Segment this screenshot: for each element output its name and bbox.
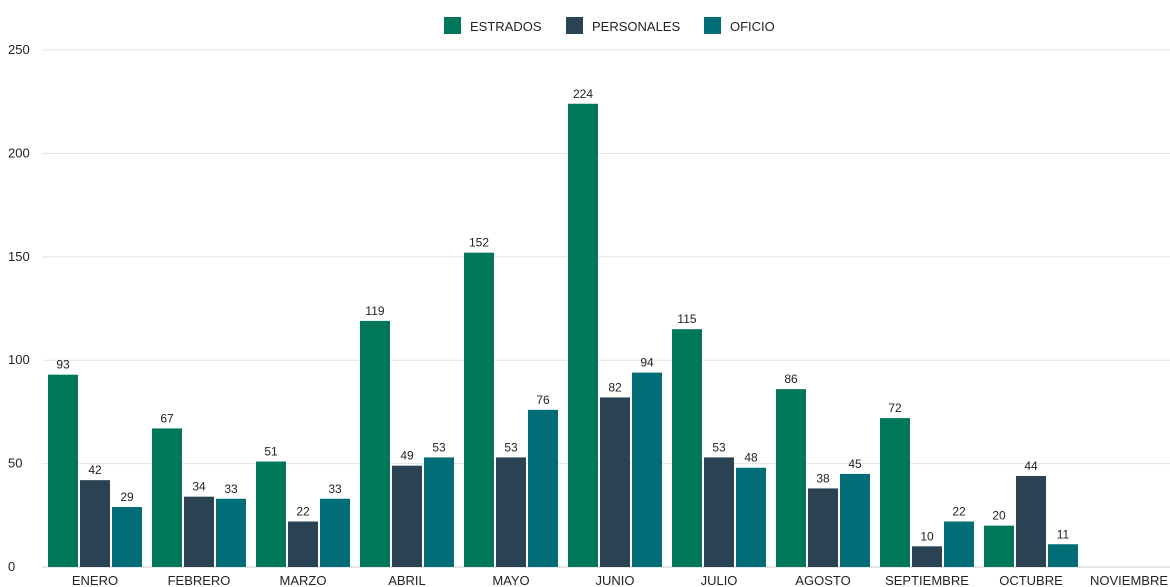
bar-estrados-enero: [48, 374, 78, 567]
bar-personales-mayo: [496, 457, 526, 567]
y-tick-label: 150: [8, 249, 30, 264]
bar-estrados-agosto: [776, 389, 806, 567]
data-label: 67: [160, 411, 174, 425]
data-label: 44: [1024, 459, 1038, 473]
bar-personales-abril: [392, 465, 422, 567]
bar-estrados-junio: [568, 103, 598, 567]
bar-personales-julio: [704, 457, 734, 567]
bar-personales-junio: [600, 397, 630, 567]
x-tick-label: OCTUBRE: [999, 573, 1063, 587]
data-label: 53: [432, 440, 446, 454]
bar-personales-enero: [80, 480, 110, 567]
legend: ESTRADOS PERSONALES OFICIO: [444, 17, 775, 34]
x-tick-label: MARZO: [280, 573, 327, 587]
legend-swatch-oficio: [704, 17, 721, 34]
data-label: 11: [1057, 527, 1070, 541]
bar-oficio-septiembre: [944, 521, 974, 567]
bar-oficio-marzo: [320, 498, 350, 567]
data-label: 72: [888, 401, 902, 415]
data-label: 49: [400, 449, 414, 463]
data-label: 33: [224, 482, 238, 496]
data-label: 22: [952, 505, 966, 519]
data-label: 34: [192, 480, 206, 494]
bar-estrados-febrero: [152, 428, 182, 567]
bars: 93 42 29 67 34 33 51 22 33 119 49 53 152 53 76 224 82 94 1…: [48, 87, 1078, 567]
data-label: 48: [744, 451, 758, 465]
y-tick-label: 50: [8, 456, 22, 471]
data-label: 224: [573, 87, 593, 101]
bar-personales-marzo: [288, 521, 318, 567]
y-axis: 0 50 100 150 200 250: [8, 42, 30, 574]
bar-oficio-abril: [424, 457, 454, 567]
bar-personales-septiembre: [912, 546, 942, 567]
bar-estrados-marzo: [256, 461, 286, 567]
data-label: 86: [784, 372, 798, 386]
data-label: 152: [469, 236, 489, 250]
bar-oficio-agosto: [840, 473, 870, 567]
y-tick-label: 100: [8, 352, 30, 367]
x-tick-label: ABRIL: [388, 573, 426, 587]
grid-lines: [42, 49, 1170, 568]
legend-label-personales: PERSONALES: [592, 19, 680, 34]
bar-oficio-febrero: [216, 498, 246, 567]
x-tick-label: SEPTIEMBRE: [885, 573, 969, 587]
data-label: 93: [56, 358, 70, 372]
data-label: 42: [88, 463, 102, 477]
y-tick-label: 0: [8, 559, 15, 574]
x-axis: ENERO FEBRERO MARZO ABRIL MAYO JUNIO JULIO AGOS…: [72, 573, 1168, 587]
bar-estrados-mayo: [464, 252, 494, 567]
x-tick-label: ENERO: [72, 573, 118, 587]
x-tick-label: AGOSTO: [795, 573, 850, 587]
x-tick-label: FEBRERO: [168, 573, 231, 587]
x-tick-label: MAYO: [492, 573, 529, 587]
y-tick-label: 200: [8, 145, 30, 160]
data-label: 119: [365, 304, 384, 318]
legend-label-estrados: ESTRADOS: [470, 19, 542, 34]
data-label: 82: [608, 380, 622, 394]
data-label: 29: [120, 490, 134, 504]
data-label: 33: [328, 482, 342, 496]
data-label: 45: [848, 457, 862, 471]
y-tick-label: 250: [8, 42, 30, 57]
data-label: 20: [992, 509, 1006, 523]
bar-oficio-octubre: [1048, 544, 1078, 567]
bar-personales-agosto: [808, 488, 838, 567]
bar-estrados-julio: [672, 329, 702, 567]
legend-swatch-personales: [566, 17, 583, 34]
data-label: 38: [816, 471, 830, 485]
data-label: 115: [677, 312, 696, 326]
bar-personales-febrero: [184, 496, 214, 567]
bar-estrados-octubre: [984, 525, 1014, 567]
bar-oficio-mayo: [528, 409, 558, 567]
bar-personales-octubre: [1016, 476, 1046, 567]
data-label: 53: [712, 440, 726, 454]
legend-swatch-estrados: [444, 17, 461, 34]
x-tick-label: NOVIEMBRE: [1090, 573, 1168, 587]
data-label: 76: [536, 393, 550, 407]
data-label: 53: [504, 440, 518, 454]
bar-oficio-enero: [112, 507, 142, 567]
bar-estrados-septiembre: [880, 418, 910, 567]
data-label: 22: [296, 505, 310, 519]
legend-label-oficio: OFICIO: [730, 19, 775, 34]
bar-estrados-abril: [360, 320, 390, 567]
data-label: 10: [920, 529, 934, 543]
bar-oficio-junio: [632, 372, 662, 567]
bar-oficio-julio: [736, 467, 766, 567]
x-tick-label: JUNIO: [596, 573, 635, 587]
data-label: 51: [264, 445, 278, 459]
x-tick-label: JULIO: [701, 573, 738, 587]
data-label: 94: [640, 356, 654, 370]
